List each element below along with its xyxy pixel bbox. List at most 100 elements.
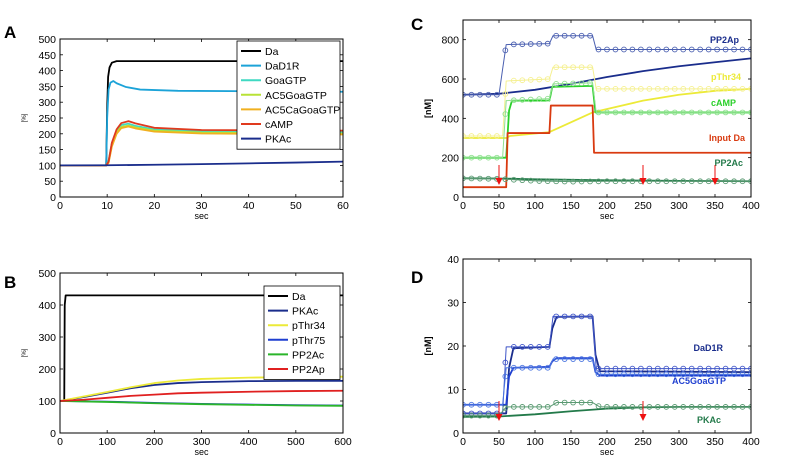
data-point-ac5goagtp-experimental: [536, 364, 543, 371]
data-point-ac5goagtp-experimental: [502, 373, 509, 380]
y-tick-label-d: 10: [447, 385, 459, 397]
chart-panel-c: 0 50 100 150 200 250 300 350 400 0 200 400 600 800 sec…: [423, 19, 760, 221]
data-point-ac5goagtp-experimental: [570, 356, 576, 362]
x-tick-label-b: 600: [334, 436, 352, 448]
data-point-pthr34-experimental: [510, 77, 517, 84]
y-tick-label-d: 40: [447, 254, 459, 266]
data-point-pkac-experimental: [587, 399, 593, 406]
legend-label-camp: cAMP: [265, 119, 293, 131]
data-point-ac5goagtp-experimental: [739, 371, 746, 378]
data-point-pthr34-experimental: [494, 133, 500, 139]
data-point-pthr34-experimental: [468, 133, 475, 139]
plot-area-d: [463, 259, 751, 433]
data-point-pp2ap-experimental: [621, 46, 627, 53]
axes-frame-a: [59, 38, 344, 198]
x-tick-label-c: 50: [493, 200, 505, 212]
data-point-pthr34-experimental: [688, 85, 695, 92]
data-point-pp2ap-experimental: [654, 46, 661, 53]
data-point-camp-experimental: [536, 96, 543, 102]
y-tick-label-b: 500: [38, 268, 56, 280]
data-point-camp-experimental: [604, 109, 610, 116]
data-point-pthr34-experimental: [714, 85, 720, 92]
data-point-ac5goagtp-experimental: [527, 364, 534, 371]
data-point-pthr34-experimental: [485, 133, 492, 139]
series-group-b: [60, 294, 343, 407]
data-point-pkac-experimental: [553, 399, 560, 406]
x-tick-label-c: 250: [634, 200, 652, 212]
data-point-pthr34-experimental: [604, 85, 610, 92]
data-point-pthr34-experimental: [697, 85, 704, 92]
data-point-dad1r-experimental: [638, 365, 644, 372]
legend-label-pp2ap: PP2Ap: [292, 364, 325, 376]
legend-box-b: [263, 285, 341, 380]
data-point-camp-experimental: [731, 109, 737, 116]
x-tick-label-c: 0: [460, 200, 466, 212]
legend-label-ac5cagoagtp: AC5CaGoaGTP: [265, 104, 340, 116]
y-tick-label-c: 0: [453, 192, 459, 204]
legend-label-da: Da: [292, 291, 306, 303]
y-tick-label-a: 400: [38, 66, 56, 78]
data-point-pthr34-experimental: [519, 77, 526, 84]
data-point-pkac-experimental: [629, 404, 636, 410]
data-point-pp2ap-experimental: [680, 46, 687, 53]
y-tick-label-a: 50: [44, 176, 56, 188]
data-point-camp-experimental: [595, 109, 602, 116]
data-point-pkac-experimental: [654, 404, 661, 410]
data-point-dad1r-experimental: [578, 313, 585, 320]
panel-letter-c: C: [411, 15, 423, 34]
x-tick-label-c: 300: [670, 200, 688, 212]
data-point-pp2ac-experimental: [612, 178, 619, 185]
y-tick-label-b: 200: [38, 364, 56, 376]
data-point-ac5goagtp-experimental: [680, 371, 687, 378]
data-point-pthr34-experimental: [638, 85, 644, 92]
data-point-camp-experimental: [553, 80, 560, 87]
x-tick-label-c: 200: [598, 200, 616, 212]
data-point-pthr34-experimental: [536, 76, 543, 83]
data-point-pp2ac-experimental: [536, 178, 543, 184]
data-point-pkac-experimental: [561, 399, 568, 406]
data-point-dad1r-experimental: [553, 313, 560, 320]
x-tick-label-a: 0: [57, 200, 63, 212]
data-point-camp-experimental: [477, 154, 483, 161]
x-tick-label-b: 100: [98, 436, 116, 448]
data-point-pp2ap-experimental: [697, 46, 704, 53]
data-point-pthr34-experimental: [646, 85, 653, 92]
data-point-dad1r-experimental: [502, 359, 509, 366]
data-point-pp2ap-experimental: [502, 47, 509, 54]
data-point-dad1r-experimental: [731, 365, 737, 372]
x-tick-label-d: 0: [460, 436, 466, 448]
data-point-pkac-experimental: [578, 399, 585, 406]
data-point-dad1r-experimental: [519, 344, 526, 350]
data-point-ac5goagtp-experimental: [604, 371, 610, 378]
data-point-ac5goagtp-experimental: [697, 371, 704, 378]
data-point-dad1r-experimental: [697, 365, 704, 372]
data-point-pthr34-experimental: [731, 85, 737, 92]
data-point-pp2ac-experimental: [561, 178, 568, 185]
data-point-dad1r-experimental: [544, 344, 551, 350]
data-point-pp2ac-experimental: [731, 178, 737, 185]
data-point-pkac-experimental: [646, 404, 653, 410]
data-point-pkac-experimental: [485, 412, 492, 419]
y-axis-label-b: [%]: [22, 348, 28, 357]
x-tick-label-c: 100: [526, 200, 544, 212]
y-tick-label-a: 100: [38, 160, 56, 172]
data-point-dad1r-experimental: [587, 313, 593, 320]
x-tick-label-a: 40: [243, 200, 255, 212]
series-line-pkac: [60, 160, 343, 167]
data-point-dad1r-experimental: [688, 365, 695, 372]
panel-letter-b: B: [4, 273, 16, 292]
data-point-pp2ac-experimental: [697, 178, 704, 185]
x-tick-label-d: 250: [634, 436, 652, 448]
data-point-camp-experimental: [510, 97, 517, 104]
data-point-ac5goagtp-experimental: [578, 356, 585, 362]
data-point-camp-experimental: [697, 109, 704, 116]
data-point-ac5goagtp-experimental: [731, 371, 737, 378]
data-point-camp-experimental: [629, 109, 636, 116]
x-tick-label-b: 500: [287, 436, 305, 448]
y-tick-label-a: 450: [38, 50, 56, 62]
data-point-pkac-experimental: [502, 405, 509, 411]
data-point-pp2ac-experimental: [587, 178, 593, 185]
axes-frame-c: [462, 19, 752, 198]
y-tick-label-a: 200: [38, 129, 56, 141]
data-point-pp2ac-experimental: [502, 176, 509, 183]
